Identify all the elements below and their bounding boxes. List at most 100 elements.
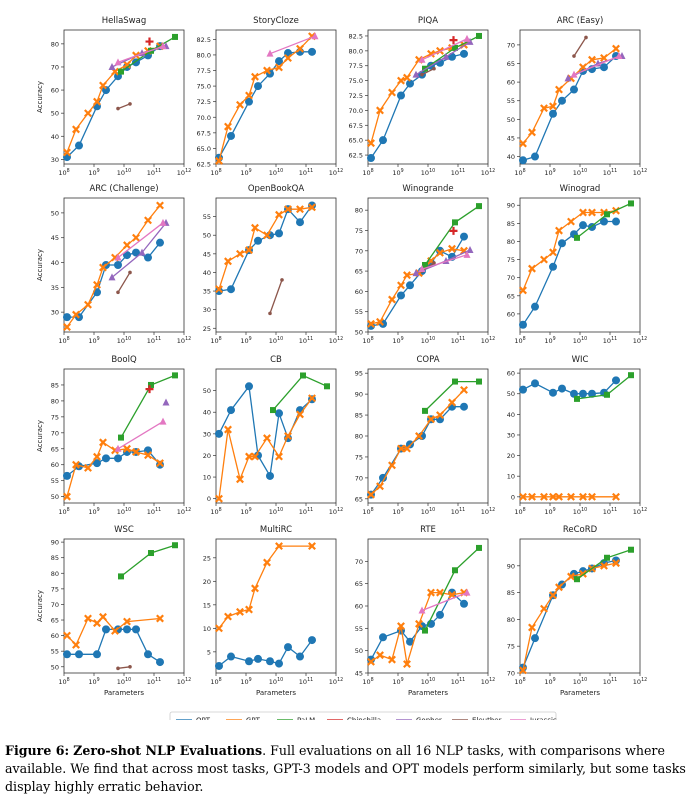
piqa-title: PIQA [418,16,438,26]
wic-palm-point [604,391,610,398]
rte-xtick-label: 1010 [421,677,435,686]
openbookqa-ytick-label: 25 [203,325,211,333]
arc-challenge-xtick-label: 1011 [147,336,161,345]
copa-gpt-line [370,389,465,496]
boolq-ytick-label: 60 [51,461,59,469]
wsc-xtick-label: 1011 [147,677,161,686]
record-xtick-exponent: 12 [641,677,647,683]
storycloze-gpt-point [296,44,304,53]
cb-series-gpt [215,394,316,503]
storycloze-jurassic-point [266,49,274,57]
piqa-gopher-point [442,52,450,60]
record-gpt-line [522,562,617,671]
arc-easy-xtick-exponent: 9 [553,168,556,174]
piqa-opt-point [367,154,375,163]
record-title: ReCoRD [563,525,598,535]
openbookqa-xtick-exponent: 8 [219,336,222,342]
winogrande-ytick-label: 80 [355,207,363,215]
rte-xtick-exponent: 8 [371,677,374,683]
rte-xtick-label: 1011 [451,677,465,686]
winograd-opt-point [612,217,620,226]
hellaswag-xtick-label: 109 [88,168,99,177]
piqa-ytick-label: 65.0 [349,137,363,145]
arc-easy-eleuther-line [573,37,587,57]
rte-gpt-point [388,655,396,664]
legend: OPT GPT PaLM Chinchilla Gopher Eleuther Jurass… [169,711,557,720]
cb-title: CB [270,355,282,365]
arc-challenge-gpt-point [156,201,164,210]
boolq-ytick-label: 50 [51,493,59,501]
boolq-series-palm [118,372,178,441]
wsc-xtick-exponent: 10 [125,677,131,683]
piqa-xtick-exponent: 11 [459,168,465,174]
cb-xtick-exponent: 8 [219,507,222,513]
copa-palm-point [476,378,482,385]
winogrande-gpt-point [367,319,375,328]
arc-easy-gpt-point [588,55,596,64]
multirc-gpt-point [245,605,253,614]
hellaswag-gpt-point [84,109,92,118]
wic-title: WIC [572,355,589,365]
piqa-palm-point [476,32,482,39]
openbookqa-gpt-point [263,231,271,240]
arc-easy-gpt-point [540,104,548,113]
storycloze-xtick-label: 1010 [269,168,283,177]
piqa-xtick-label: 1011 [451,168,465,177]
winogrande-ytick-label: 65 [355,268,363,276]
wsc-gpt-point [93,619,101,628]
winogrande-ytick-label: 50 [355,329,363,337]
rte-ytick-label: 60 [355,603,363,611]
arc-challenge-ytick-label: 50 [51,209,59,217]
copa-xtick-label: 1011 [451,507,465,516]
piqa-ytick-label: 70.0 [349,107,363,115]
boolq-series-gpt [63,438,164,501]
copa-gpt-point [448,398,456,407]
storycloze-series-gpt [215,32,316,165]
openbookqa-opt-point [275,229,283,238]
openbookqa-xtick-exponent: 11 [307,336,313,342]
openbookqa-gpt-point [275,210,283,219]
record-ytick-label: 90 [507,562,515,570]
cb-ytick-label: 50 [203,387,211,395]
cb-gpt-point [224,425,232,434]
piqa-xtick-label: 108 [362,168,373,177]
arc-easy-gopher-point [564,74,572,82]
wic-opt-point [519,385,527,394]
winogrande-xtick-label: 1011 [451,336,465,345]
wic-xtick-label: 108 [514,507,525,516]
wsc-gpt-point [99,612,107,621]
boolq-gpt-point [144,451,152,460]
hellaswag-ytick-label: 40 [51,133,59,141]
wsc-xtick-exponent: 8 [67,677,70,683]
copa-axes-frame [367,368,489,504]
wic-xtick-label: 109 [544,507,555,516]
wsc-series-palm [118,542,178,580]
winograd-opt-point [531,302,539,311]
arc-easy-ytick-label: 55 [507,97,515,105]
boolq-gpt-line [66,441,161,497]
boolq-ytick-label: 70 [51,429,59,437]
storycloze-opt-point [308,47,316,56]
hellaswag-ylabel: Accuracy [36,81,44,113]
storycloze-xtick-exponent: 9 [249,168,252,174]
boolq-jurassic-point [159,417,167,425]
rte-opt-point [436,610,444,619]
arc-easy-axes-frame [519,29,641,165]
copa-xtick-label: 108 [362,507,373,516]
wic-xtick-label: 1012 [633,507,647,516]
record-gpt-point [567,572,575,581]
wsc-ytick-label: 60 [51,632,59,640]
wic-gpt-point [549,492,557,501]
multirc-ytick-label: 10 [203,625,211,633]
winogrande-xtick-label: 1012 [481,336,495,345]
wsc-xtick-exponent: 12 [185,677,191,683]
hellaswag-jurassic-point [114,58,122,66]
copa-gpt-point [460,385,468,394]
openbookqa-gpt-line [218,206,313,290]
winograd-ytick-label: 90 [507,202,515,210]
boolq-gpt-point [93,452,101,461]
